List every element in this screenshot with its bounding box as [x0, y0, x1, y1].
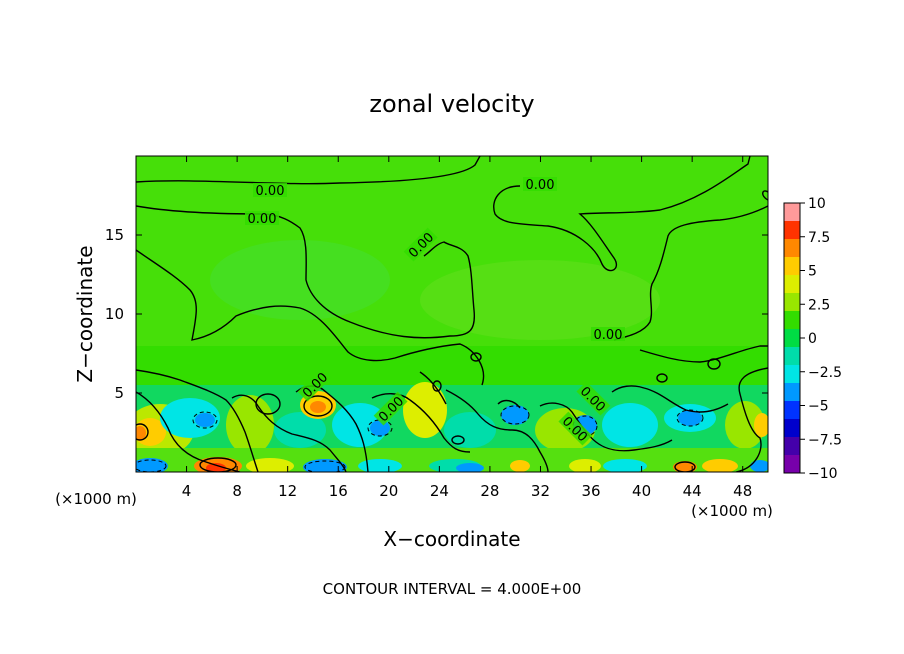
x-tick-label: 44 [683, 482, 702, 500]
colorbar-tick-label: 7.5 [808, 230, 830, 246]
contour-label-text: 0.00 [248, 212, 277, 227]
x-unit-label-left: (×1000 m) [55, 490, 137, 508]
colorbar-tick-label: −2.5 [808, 365, 842, 381]
x-tick-label: 8 [232, 482, 242, 500]
x-tick-label: 36 [581, 482, 600, 500]
x-tick-label: 32 [531, 482, 550, 500]
contour-label: 0.00 [523, 177, 557, 193]
negative-contours [136, 405, 704, 472]
colorbar-segment [784, 365, 800, 384]
x-tick-label: 40 [632, 482, 651, 500]
velocity-field [136, 156, 768, 472]
colorbar-segment [784, 275, 800, 294]
x-axis: 4 8 12 16 20 24 28 32 36 40 44 48 [182, 156, 752, 500]
x-tick-label: 24 [430, 482, 449, 500]
contour-labels: 0.000.000.000.000.000.000.00 0.000.00 [245, 177, 625, 446]
colorbar-segment [784, 401, 800, 420]
colorbar-tick-label: 0 [808, 331, 817, 347]
colorbar-segment [784, 239, 800, 258]
x-tick-label: 12 [278, 482, 297, 500]
y-axis: 5 10 15 [105, 226, 768, 402]
x-tick-label: 28 [480, 482, 499, 500]
colorbar-tick-label: −5 [808, 399, 829, 415]
colorbar-segment [784, 257, 800, 276]
colorbar-tick-label: −7.5 [808, 432, 842, 448]
contour-label: 0.00 [253, 183, 287, 199]
colorbar-segment [784, 311, 800, 330]
small-contour-loops [136, 352, 721, 472]
chart-title: zonal velocity [369, 90, 534, 118]
colorbar-tick-label: 5 [808, 264, 817, 280]
y-axis-label: Z−coordinate [73, 245, 97, 382]
contour-label-text: 0.00 [526, 178, 555, 193]
colorbar-tick-label: 2.5 [808, 297, 830, 313]
colorbar-segment [784, 383, 800, 402]
x-tick-label: 20 [379, 482, 398, 500]
colorbar-tick-label: 10 [808, 196, 826, 212]
contour-label: 0.00 [591, 327, 625, 343]
colorbar-segment [784, 203, 800, 222]
colorbar-segment [784, 221, 800, 240]
colorbar-segment [784, 419, 800, 438]
zero-contours [136, 156, 768, 472]
x-tick-label: 48 [733, 482, 752, 500]
colorbar-segment [784, 437, 800, 456]
y-tick-label: 10 [105, 305, 124, 323]
colorbar-tick-label: −10 [808, 466, 838, 482]
colorbar-segment [784, 347, 800, 366]
x-tick-label: 16 [329, 482, 348, 500]
colorbar-segment [784, 455, 800, 474]
contour-interval-note: CONTOUR INTERVAL = 4.000E+00 [323, 580, 582, 598]
colorbar-segment [784, 293, 800, 312]
y-tick-label: 5 [114, 384, 124, 402]
x-tick-label: 4 [182, 482, 192, 500]
y-tick-label: 15 [105, 226, 124, 244]
colorbar-segment [784, 329, 800, 348]
x-axis-label: X−coordinate [383, 527, 520, 551]
x-unit-label-right: (×1000 m) [691, 502, 773, 520]
contour-label: 0.00 [245, 211, 279, 227]
contour-label-text: 0.00 [594, 328, 623, 343]
colorbar: 10 7.5 5 2.5 0 −2.5 −5 −7.5 −10 [783, 196, 842, 482]
contour-label-text: 0.00 [256, 184, 285, 199]
